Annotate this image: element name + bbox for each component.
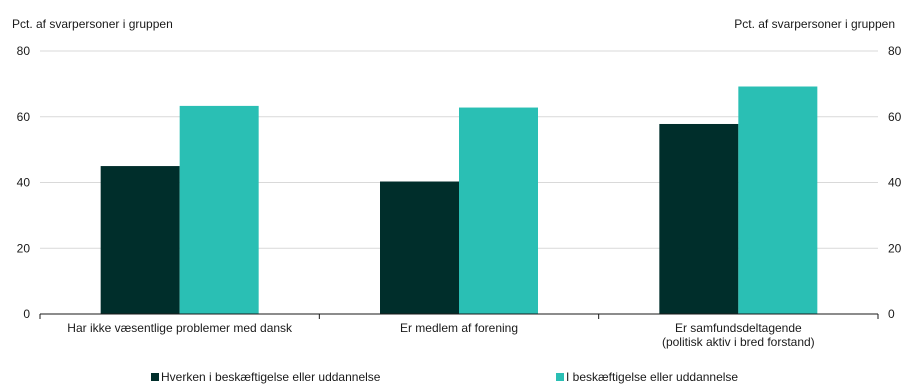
bar bbox=[659, 123, 739, 314]
legend-label: I beskæftigelse eller uddannelse bbox=[566, 370, 738, 384]
y-tick-label-right: 0 bbox=[888, 307, 895, 321]
y-tick-label-right: 60 bbox=[888, 110, 902, 124]
x-axis-ticks bbox=[39, 314, 879, 319]
y-axis-right: 0 20 40 60 80 bbox=[888, 44, 902, 321]
legend: Hverken i beskæftigelse eller uddannelse… bbox=[151, 370, 738, 384]
legend-swatch bbox=[151, 373, 159, 381]
y-axis-left: 0 20 40 60 80 bbox=[17, 44, 31, 321]
bar bbox=[738, 86, 818, 314]
y-tick-label-right: 80 bbox=[888, 44, 902, 58]
y-tick-label-left: 40 bbox=[17, 176, 31, 190]
bar bbox=[459, 107, 538, 314]
x-category-label: Er samfundsdeltagende bbox=[675, 321, 802, 335]
y-tick-label-right: 40 bbox=[888, 176, 902, 190]
x-category-label: Har ikke væsentlige problemer med dansk bbox=[67, 321, 293, 335]
x-category-label: (politisk aktiv i bred forstand) bbox=[662, 335, 815, 349]
y-axis-title-right: Pct. af svarpersoner i gruppen bbox=[734, 17, 895, 31]
y-tick-label-left: 0 bbox=[23, 307, 30, 321]
y-tick-label-left: 60 bbox=[17, 110, 31, 124]
bars bbox=[100, 86, 818, 315]
legend-label: Hverken i beskæftigelse eller uddannelse bbox=[161, 370, 381, 384]
y-tick-label-right: 20 bbox=[888, 241, 902, 255]
bar bbox=[380, 181, 459, 314]
y-tick-label-left: 80 bbox=[17, 44, 31, 58]
bar bbox=[100, 166, 180, 314]
x-category-label: Er medlem af forening bbox=[400, 321, 518, 335]
y-tick-label-left: 20 bbox=[17, 241, 31, 255]
bar bbox=[179, 105, 259, 315]
legend-swatch bbox=[556, 373, 564, 381]
y-axis-title-left: Pct. af svarpersoner i gruppen bbox=[12, 17, 173, 31]
x-axis-categories: Har ikke væsentlige problemer med dansk E… bbox=[67, 321, 814, 349]
